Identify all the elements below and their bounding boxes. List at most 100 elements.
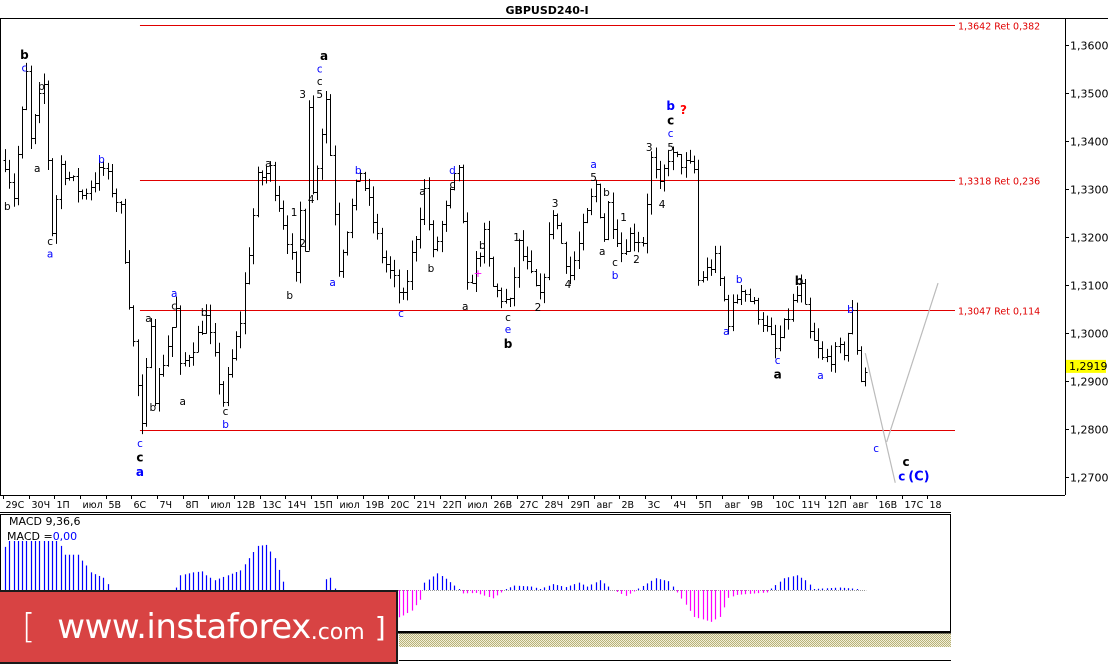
- wave-label: c: [612, 257, 618, 269]
- ohlc-bar: [838, 337, 843, 354]
- ohlc-bar: [795, 286, 800, 303]
- ohlc-bar: [709, 259, 714, 276]
- ohlc-bar: [675, 151, 680, 158]
- ohlc-bar: [46, 80, 51, 170]
- ohlc-bar: [76, 168, 81, 203]
- ohlc-bar: [375, 213, 380, 240]
- ohlc-bar: [435, 236, 440, 252]
- ohlc-bar: [157, 368, 162, 412]
- ohlc-bar: [572, 251, 577, 281]
- ohlc-bar: [285, 215, 290, 255]
- wave-label: c: [450, 179, 456, 191]
- wave-label: (C): [908, 470, 929, 485]
- ohlc-bar: [226, 366, 231, 407]
- wave-label: 1: [620, 212, 627, 224]
- ohlc-bar: [594, 179, 599, 203]
- ohlc-bar: [410, 240, 415, 290]
- wave-label: b: [479, 240, 486, 252]
- ohlc-bar: [808, 297, 813, 339]
- ohlc-bar: [414, 235, 419, 262]
- wave-label: a: [145, 313, 151, 325]
- ohlc-bar: [692, 155, 697, 174]
- x-tick-label: 15П: [314, 500, 333, 511]
- x-tick-label: 3С: [648, 500, 661, 511]
- x-tick-label: 26В: [494, 500, 513, 511]
- ohlc-bar: [140, 374, 145, 435]
- ohlc-bar: [431, 220, 436, 258]
- ohlc-bar: [551, 210, 556, 240]
- x-tick-label: 30Ч: [32, 500, 51, 511]
- wave-label: c: [317, 64, 323, 76]
- x-tick-label: 13С: [263, 500, 282, 511]
- ohlc-bar: [478, 252, 483, 267]
- y-tick-label: 1,2900: [1070, 376, 1108, 389]
- indicator-scroll-band: [399, 633, 951, 647]
- ohlc-bar: [636, 231, 641, 253]
- ohlc-bar: [731, 294, 736, 332]
- ohlc-bar: [345, 231, 350, 256]
- instaforex-banner[interactable]: [ www.instaforex .com ]: [0, 590, 398, 664]
- wave-label: 1: [291, 207, 298, 219]
- ohlc-bar: [20, 106, 25, 159]
- wave-label: b: [504, 337, 513, 351]
- ohlc-bar: [371, 186, 376, 234]
- wave-label: 2: [535, 302, 542, 314]
- ohlc-bar: [367, 178, 372, 206]
- wave-label: c: [171, 301, 177, 313]
- chart-title: GBPUSD240-I: [505, 4, 588, 17]
- ohlc-bar: [491, 256, 496, 287]
- x-tick-label: 11Ч: [802, 500, 821, 511]
- wave-labels: bcbabcababacabcbccaab12345ccaabcabdcab+1…: [4, 48, 930, 485]
- ohlc-bar: [799, 274, 804, 303]
- ohlc-bar: [42, 73, 47, 104]
- ohlc-bar: [350, 198, 355, 239]
- ohlc-bar: [803, 278, 808, 305]
- wave-label: b: [4, 201, 11, 213]
- wave-label: 3: [299, 89, 306, 101]
- ohlc-bar: [671, 146, 676, 171]
- ohlc-bar: [529, 250, 534, 274]
- ohlc-bar: [213, 323, 218, 357]
- ohlc-bar: [268, 161, 273, 182]
- ohlc-bar: [688, 149, 693, 164]
- wave-label: c: [903, 455, 910, 469]
- ohlc-bar: [71, 175, 76, 182]
- macd-value-label: MACD =: [7, 530, 53, 543]
- ohlc-bar: [726, 294, 731, 335]
- ohlc-bar: [243, 272, 248, 335]
- ohlc-bar: [84, 188, 89, 200]
- ohlc-bar: [440, 220, 445, 253]
- ohlc-bar: [525, 246, 530, 270]
- x-tick-label: 5П: [699, 500, 712, 511]
- ohlc-bar: [247, 247, 252, 285]
- wave-label: a: [320, 49, 328, 63]
- ohlc-bar: [131, 305, 136, 347]
- ohlc-bar: [264, 166, 269, 184]
- ohlc-bar: [337, 202, 342, 277]
- wave-label: b: [612, 270, 619, 282]
- ohlc-bar: [422, 179, 427, 226]
- wave-label: c: [317, 76, 323, 88]
- ohlc-bar: [183, 352, 188, 367]
- ohlc-bar: [696, 159, 701, 286]
- wave-label: a: [265, 158, 271, 170]
- ohlc-bar: [718, 245, 723, 286]
- macd-value: 0,00: [53, 530, 78, 543]
- ohlc-bar: [863, 367, 868, 387]
- wave-label: b: [355, 165, 362, 177]
- ohlc-bar: [418, 207, 423, 249]
- ohlc-bar: [512, 267, 517, 307]
- ohlc-bar: [662, 164, 667, 192]
- ohlc-bar: [495, 283, 500, 298]
- ohlc-bar: [384, 250, 389, 273]
- ohlc-bar: [786, 308, 791, 330]
- ohlc-bar: [829, 345, 834, 372]
- ohlc-bar: [624, 239, 629, 256]
- ohlc-bar: [482, 222, 487, 264]
- ohlc-bar: [251, 208, 256, 265]
- ohlc-bar: [80, 189, 85, 200]
- retracement-label: 1,3047 Ret 0,114: [958, 307, 1040, 318]
- ohlc-bar: [144, 358, 149, 427]
- ohlc-bar: [444, 200, 449, 232]
